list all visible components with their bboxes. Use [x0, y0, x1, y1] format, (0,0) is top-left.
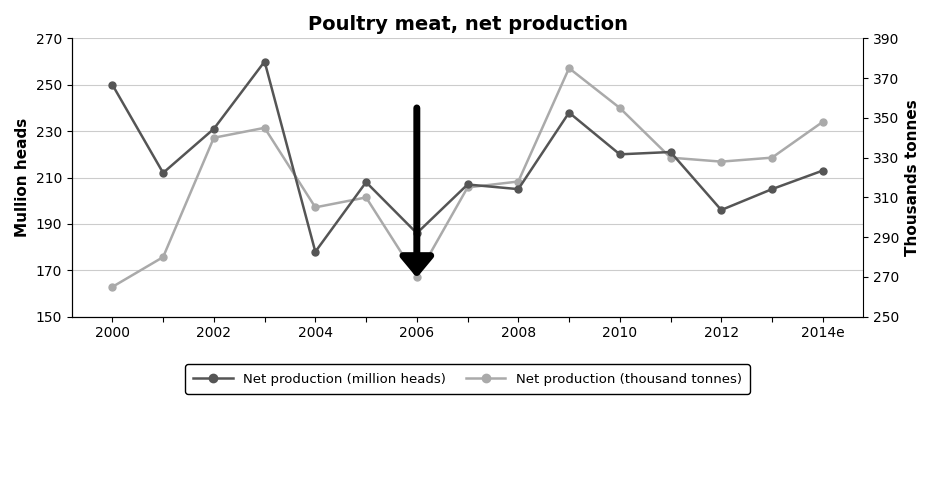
Y-axis label: Thousands tonnes: Thousands tonnes	[905, 99, 920, 256]
Legend: Net production (million heads), Net production (thousand tonnes): Net production (million heads), Net prod…	[185, 364, 750, 394]
Y-axis label: Mullion heads: Mullion heads	[15, 118, 30, 237]
Title: Poultry meat, net production: Poultry meat, net production	[308, 15, 627, 34]
